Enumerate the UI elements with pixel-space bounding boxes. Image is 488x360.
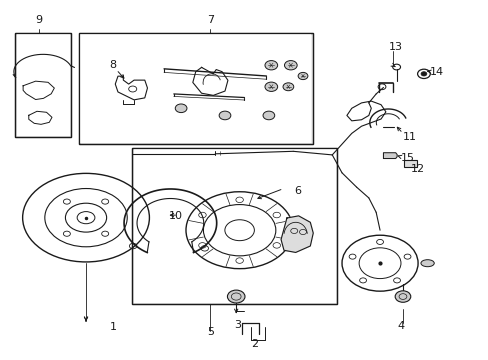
- Bar: [403, 159, 416, 167]
- Bar: [132, 148, 336, 304]
- Circle shape: [227, 290, 244, 303]
- Ellipse shape: [420, 260, 433, 267]
- Circle shape: [219, 111, 230, 120]
- Circle shape: [420, 72, 426, 76]
- Text: 5: 5: [206, 327, 213, 337]
- Bar: [17, 34, 70, 136]
- Bar: [80, 34, 311, 143]
- Bar: [79, 33, 312, 144]
- Bar: [15, 33, 71, 137]
- Polygon shape: [383, 153, 396, 158]
- Text: 9: 9: [35, 15, 42, 26]
- Circle shape: [298, 72, 307, 80]
- Circle shape: [394, 291, 410, 302]
- Text: 14: 14: [429, 67, 443, 77]
- Text: 4: 4: [396, 321, 403, 331]
- Text: 6: 6: [294, 186, 301, 196]
- Text: 12: 12: [410, 164, 424, 174]
- Text: 1: 1: [109, 322, 116, 332]
- Circle shape: [264, 60, 277, 70]
- Text: 13: 13: [388, 42, 402, 52]
- Circle shape: [284, 60, 297, 70]
- Text: 15: 15: [400, 153, 414, 163]
- Text: 8: 8: [109, 60, 116, 70]
- Text: 3: 3: [234, 320, 241, 330]
- Text: 2: 2: [250, 339, 257, 349]
- Circle shape: [263, 111, 274, 120]
- Circle shape: [283, 83, 293, 91]
- Bar: [15, 33, 71, 137]
- Text: 10: 10: [169, 211, 183, 221]
- Circle shape: [264, 82, 277, 91]
- Text: 11: 11: [403, 132, 416, 142]
- Bar: [79, 33, 312, 144]
- Bar: [132, 148, 336, 304]
- Bar: [134, 149, 335, 303]
- Polygon shape: [281, 216, 313, 252]
- Text: 7: 7: [206, 15, 213, 26]
- Circle shape: [175, 104, 186, 113]
